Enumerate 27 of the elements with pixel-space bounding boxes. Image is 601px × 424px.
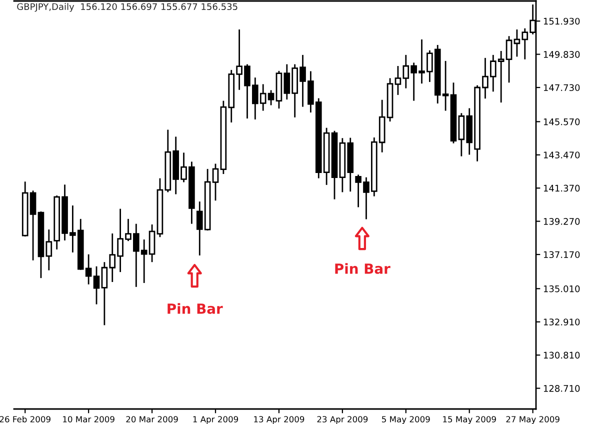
x-tick-label: 27 May 2009 — [506, 416, 560, 424]
x-tick-label: 13 Apr 2009 — [254, 416, 304, 424]
annotation: Pin Bar — [335, 263, 390, 274]
x-tick-label: 15 May 2009 — [443, 416, 496, 424]
y-tick-label: 147.730 — [544, 84, 580, 92]
x-tick-label: 5 May 2009 — [382, 416, 430, 424]
y-tick-label: 143.470 — [544, 152, 580, 158]
y-tick-label: 151.930 — [544, 18, 580, 25]
y-tick-label: 135.010 — [544, 285, 580, 292]
candlestick — [212, 163, 219, 202]
y-tick-label: 132.910 — [544, 318, 580, 326]
annotation: Pin Bar — [168, 303, 223, 314]
x-tick-label: 23 Apr 2009 — [317, 416, 368, 424]
x-tick-label: 26 Feb 2009 — [0, 416, 50, 422]
candlestick — [93, 266, 100, 306]
y-tick-label: 139.270 — [544, 218, 580, 225]
candlestick — [506, 35, 512, 84]
y-tick-label: 145.570 — [544, 118, 580, 126]
y-tick-label: 130.810 — [544, 352, 580, 359]
x-tick-label: 20 Mar 2009 — [126, 416, 178, 422]
x-tick-label: 10 Mar 2009 — [63, 416, 114, 422]
y-tick-label: 141.370 — [544, 184, 580, 192]
y-tick-label: 137.170 — [544, 251, 580, 258]
y-tick-label: 149.830 — [544, 51, 580, 58]
chart-title: GBPJPY,Daily 156.120 156.697 155.677 156.535 — [17, 3, 238, 12]
y-tick-label: 128.710 — [544, 385, 580, 392]
x-tick-label: 1 Apr 2009 — [193, 416, 238, 424]
